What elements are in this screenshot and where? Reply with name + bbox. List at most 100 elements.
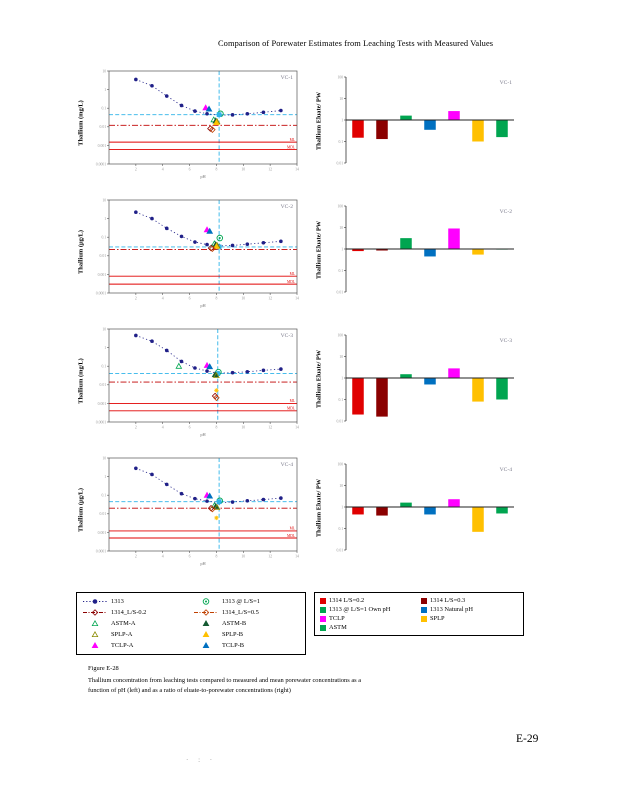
figure-label: Figure E-28 [88,665,119,672]
svg-text:10: 10 [102,198,106,202]
legend-item: 1314_L/S-0.2 [82,608,189,617]
legend-item: 1313 Natural pH [421,606,518,613]
svg-text:10: 10 [102,327,106,331]
svg-text:0.1: 0.1 [101,107,106,111]
svg-text:1: 1 [341,376,343,380]
svg-text:1: 1 [104,217,106,221]
svg-text:pH: pH [200,303,206,308]
svg-text:12: 12 [268,426,272,430]
svg-text:1: 1 [341,505,343,509]
legend-swatch-icon [421,597,427,604]
svg-text:6: 6 [189,297,191,301]
chart-cell-vc3-ratio: Thallium Eluate/ PW 100 10 1 0.1 0.01 VC-3 [312,324,518,434]
chart-cell-vc1-ph: Thallium (mg/L) ML MDL 10 1 0.1 0.01 0.001 0.00… [74,66,302,180]
figure-caption-text: Thallium concentration from leaching tes… [88,676,362,694]
svg-text:1: 1 [104,346,106,350]
svg-text:VC-3: VC-3 [281,333,294,339]
svg-text:0.01: 0.01 [337,290,344,294]
chart-vc1-ph-plot: ML MDL 10 1 0.1 0.01 0.001 0.0001 2 4 6 8 10 12 14 VC-1… [88,66,302,180]
legend-item: SPLP [421,615,518,622]
svg-text:2: 2 [135,168,137,172]
page-number: E-29 [516,733,539,745]
legend-symbol-icon [202,598,210,605]
svg-text:ML: ML [290,138,295,142]
svg-text:10: 10 [339,97,343,101]
svg-text:0.001: 0.001 [98,144,107,148]
svg-text:2: 2 [135,426,137,430]
legend-symbol-icon [202,619,210,627]
legend-symbol-icon [202,630,210,638]
svg-text:pH: pH [200,561,206,566]
svg-text:100: 100 [337,75,343,79]
chart-vc4-ratio-plot: 100 10 1 0.1 0.01 VC-4 [326,458,518,558]
svg-text:12: 12 [268,168,272,172]
svg-text:0.01: 0.01 [337,419,344,423]
legend-right-box: 1314 L/S=0.2 1314 L/S=0.3 1313 @ L/S=1 Own… [314,592,524,636]
chart-row-vc4: Thallium (µg/L) ML MDL 10 1 0.1 0.01 0.001 0.00… [74,453,518,567]
svg-text:0.0001: 0.0001 [96,420,107,424]
y-axis-label-vc3-ratio: Thallium Eluate/ PW [315,349,323,409]
svg-text:VC-4: VC-4 [500,467,513,473]
chart-row-vc1: Thallium (mg/L) ML MDL 10 1 0.1 0.01 0.001 0.00… [74,66,518,180]
svg-text:10: 10 [339,226,343,230]
svg-text:0.01: 0.01 [337,548,344,552]
svg-text:4: 4 [162,168,164,172]
svg-text:10: 10 [102,69,106,73]
svg-text:VC-2: VC-2 [500,209,513,215]
chart-row-vc3: Thallium (mg/L) ML MDL 10 1 0.1 0.01 0.001 0.00… [74,324,518,438]
svg-text:0.01: 0.01 [100,125,107,129]
legend-item: ASTM-A [82,619,189,628]
svg-text:4: 4 [162,555,164,559]
svg-text:10: 10 [339,484,343,488]
legend-symbol-icon [194,609,218,616]
legend-item: 1314_L/S=0.5 [193,608,300,617]
page-title: Comparison of Porewater Estimates from L… [218,39,494,48]
svg-text:0.0001: 0.0001 [96,162,107,166]
legend-left-grid: 1313 1313 @ L/S=1 1314_L/S-0.2 1314_L/S=0.5… [82,597,300,650]
y-axis-label-vc4-ratio: Thallium Eluate/ PW [315,478,323,538]
svg-text:10: 10 [241,168,245,172]
svg-text:0.01: 0.01 [100,254,107,258]
legend-swatch-icon [421,615,427,622]
svg-text:ML: ML [290,272,295,276]
chart-cell-vc4-ratio: Thallium Eluate/ PW 100 10 1 0.1 0.01 VC-4 [312,453,518,563]
legend-item: ASTM [320,624,417,631]
chart-cell-vc2-ratio: Thallium Eluate/ PW 100 10 1 0.1 0.01 VC-2 [312,195,518,305]
svg-text:MDL: MDL [287,407,295,411]
legend-swatch-icon [320,597,326,604]
svg-text:1: 1 [341,118,343,122]
svg-text:0.1: 0.1 [338,140,343,144]
svg-text:100: 100 [337,333,343,337]
svg-text:VC-3: VC-3 [500,338,513,344]
svg-text:4: 4 [162,297,164,301]
svg-text:0.001: 0.001 [98,402,107,406]
svg-text:1: 1 [104,88,106,92]
chart-vc3-ph-plot: ML MDL 10 1 0.1 0.01 0.001 0.0001 2 4 6 8 10 12 14 VC-3… [88,324,302,438]
chart-cell-vc1-ratio: Thallium Eluate/ PW 100 10 1 0.1 0.01 VC-1 [312,66,518,176]
svg-text:100: 100 [337,462,343,466]
svg-text:0.01: 0.01 [337,161,344,165]
legend-swatch-icon [421,606,427,613]
svg-text:10: 10 [339,355,343,359]
y-axis-label-vc3-ph: Thallium (mg/L) [77,358,85,404]
legend-item: 1313 [82,597,189,606]
legend-symbol-icon [91,641,99,649]
legend-item: 1313 @ L/S=1 [193,597,300,606]
legend-symbol-icon [83,599,107,604]
svg-text:2: 2 [135,297,137,301]
svg-text:14: 14 [295,555,299,559]
y-axis-label-vc4-ph: Thallium (µg/L) [77,488,85,532]
legend-symbol-icon [91,619,99,627]
svg-text:ML: ML [290,527,295,531]
svg-text:10: 10 [241,555,245,559]
chart-vc1-ratio-plot: 100 10 1 0.1 0.01 VC-1 [326,71,518,171]
svg-text:0.1: 0.1 [338,269,343,273]
legend-left-box: 1313 1313 @ L/S=1 1314_L/S-0.2 1314_L/S=0.5… [76,592,306,655]
legend-swatch-icon [320,615,326,622]
svg-text:0.1: 0.1 [101,236,106,240]
svg-text:0.001: 0.001 [98,273,107,277]
legend-symbol-icon [83,609,107,616]
svg-text:0.01: 0.01 [100,383,107,387]
y-axis-label-vc2-ratio: Thallium Eluate/ PW [315,220,323,280]
